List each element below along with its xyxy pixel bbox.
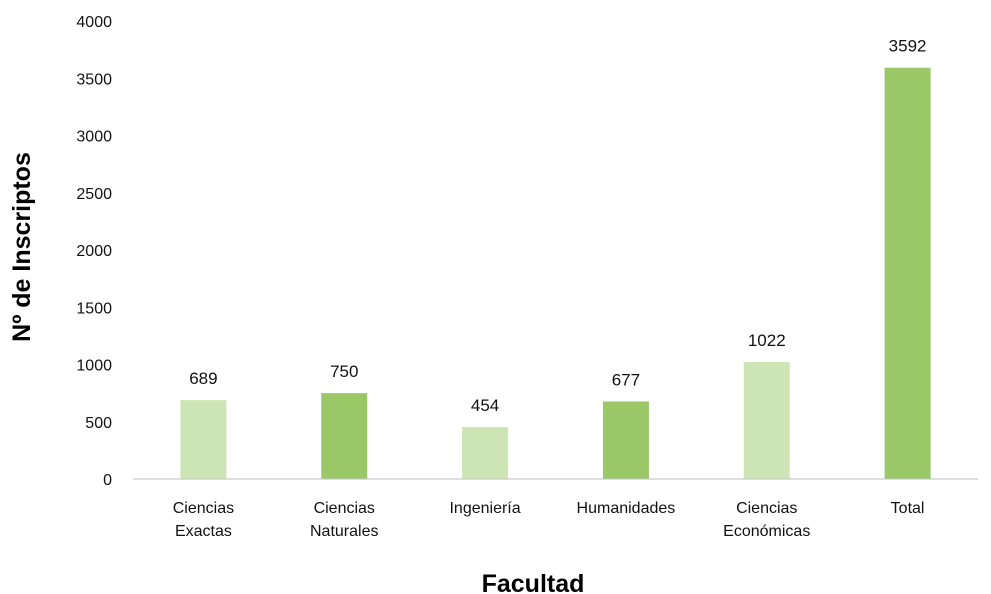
bars	[180, 67, 931, 479]
y-axis-ticks: 0 500 1000 1500 2000 2500 3000 3500 4000	[76, 14, 112, 489]
data-label: 677	[612, 370, 640, 389]
x-tick-label-line: Económicas	[723, 523, 810, 540]
data-label: 689	[189, 369, 217, 388]
bar	[602, 401, 649, 479]
y-tick-label: 0	[103, 472, 112, 489]
bar	[180, 400, 227, 479]
x-tick-label-line: Ingeniería	[449, 500, 520, 517]
bar	[743, 361, 790, 479]
x-tick-label-line: Total	[891, 500, 925, 517]
y-tick-label: 500	[85, 415, 112, 432]
y-tick-label: 2500	[76, 186, 112, 203]
y-tick-label: 1000	[76, 358, 112, 375]
data-label: 3592	[889, 37, 927, 56]
x-tick-label-line: Humanidades	[577, 500, 676, 517]
bar	[462, 427, 509, 479]
x-tick-label-line: Ciencias	[173, 500, 234, 517]
y-axis-title: Nº de Inscriptos	[8, 152, 36, 342]
bar	[884, 67, 931, 479]
x-axis-ticks: Ciencias Exactas Ciencias Naturales Ingenier…	[173, 500, 925, 540]
bar	[321, 393, 368, 479]
y-tick-label: 3500	[76, 71, 112, 88]
x-tick-label-line: Ciencias	[314, 500, 375, 517]
data-labels: 689 750 454 677 1022 3592	[189, 37, 926, 415]
y-tick-label: 1500	[76, 300, 112, 317]
y-tick-label: 3000	[76, 129, 112, 146]
x-tick-label: Humanidades	[577, 500, 676, 517]
x-tick-label: Ingeniería	[449, 500, 520, 517]
x-tick-label: Ciencias Económicas	[723, 500, 810, 540]
x-tick-label: Total	[891, 500, 925, 517]
data-label: 1022	[748, 331, 786, 350]
data-label: 454	[471, 396, 499, 415]
x-tick-label-line: Exactas	[175, 523, 232, 540]
x-axis-title: Facultad	[482, 570, 585, 594]
data-label: 750	[330, 362, 358, 381]
y-tick-label: 2000	[76, 243, 112, 260]
x-tick-label: Ciencias Exactas	[173, 500, 234, 540]
x-tick-label-line: Ciencias	[736, 500, 797, 517]
y-tick-label: 4000	[76, 14, 112, 31]
x-tick-label: Ciencias Naturales	[310, 500, 378, 540]
x-tick-label-line: Naturales	[310, 523, 378, 540]
